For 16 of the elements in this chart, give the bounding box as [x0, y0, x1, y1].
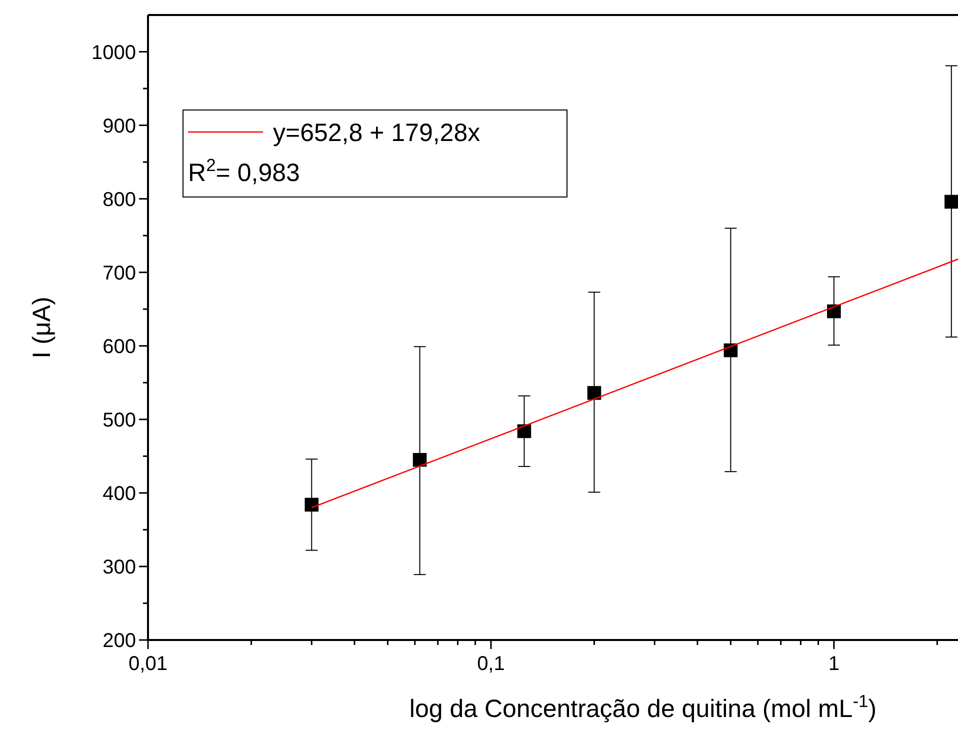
y-axis-title: I (μA) [28, 296, 56, 358]
y-tick-label: 400 [102, 482, 136, 505]
y-tick-label: 1000 [92, 42, 136, 64]
y-tick-label: 600 [102, 336, 136, 358]
legend-label: y=652,8 + 179,28x [273, 118, 481, 147]
y-tick-label: 800 [102, 188, 136, 211]
y-tick-label: 700 [102, 262, 136, 284]
y-tick-label: 200 [102, 630, 136, 652]
y-tick-label: 500 [102, 409, 136, 432]
annotation: R$^{2}$= 0,983 [188, 154, 300, 187]
x-tick-label: 1 [828, 653, 840, 675]
y-tick-label: 900 [102, 115, 136, 138]
x-tick-label: 0,01 [128, 653, 168, 675]
x-tick-label: 0,1 [477, 653, 505, 675]
x-axis-title: log da Concentração de quitina (mol mL$^{-1}$) [409, 691, 877, 723]
y-tick-label: 300 [102, 556, 136, 578]
